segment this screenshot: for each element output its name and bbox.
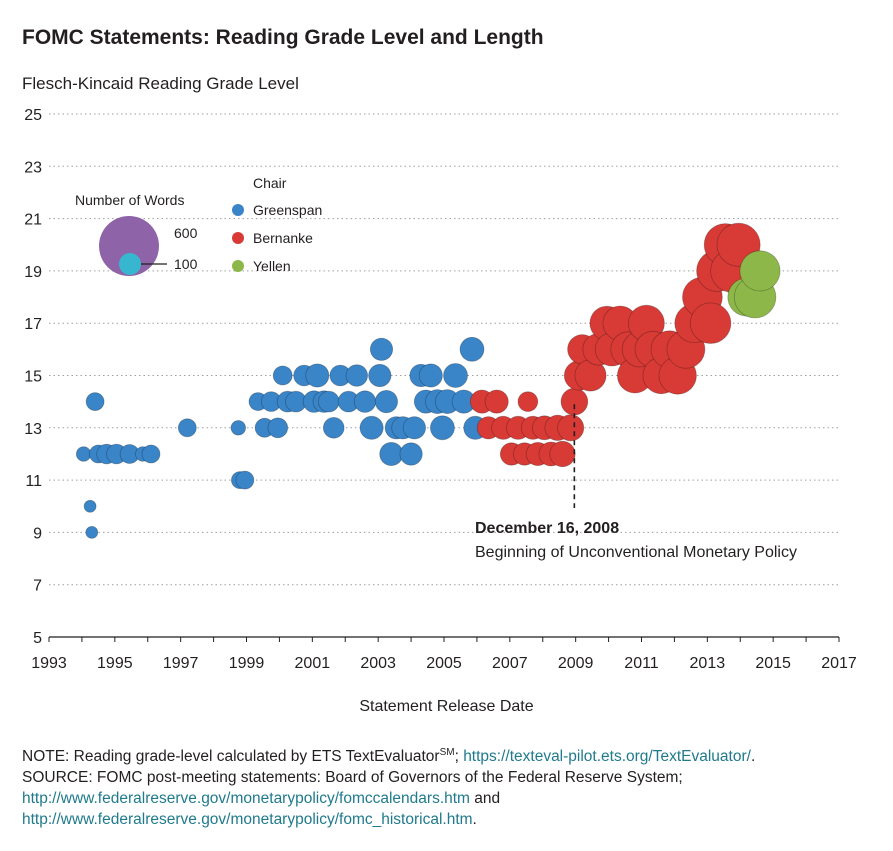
bubble-greenspan — [75, 446, 92, 462]
size-legend-small-bubble — [119, 253, 141, 275]
bubble-greenspan — [429, 415, 455, 441]
size-legend-large-bubble — [99, 216, 159, 276]
x-tick-label: 2017 — [821, 655, 857, 672]
bubbles — [75, 222, 781, 539]
bubble-greenspan — [368, 363, 392, 388]
color-legend-label: Yellen — [253, 258, 291, 274]
source-link-line-2: http://www.federalreserve.gov/monetarypo… — [22, 809, 755, 830]
color-legend-marker — [232, 260, 244, 272]
bubble-bernanke — [557, 414, 585, 442]
bubble-bernanke — [560, 387, 589, 416]
bubble-greenspan — [272, 365, 293, 386]
y-tick-label: 25 — [24, 107, 42, 124]
x-tick-label: 2015 — [755, 655, 791, 672]
x-tick-label: 1997 — [163, 655, 199, 672]
bubble-bernanke — [549, 440, 576, 468]
x-axis-label: Statement Release Date — [359, 698, 534, 715]
bubble-greenspan — [345, 364, 369, 387]
x-tick-label: 2001 — [295, 655, 331, 672]
bubble-greenspan — [230, 420, 247, 436]
note-text: NOTE: Reading grade-level calculated by … — [22, 748, 440, 766]
y-tick-label: 21 — [24, 212, 42, 229]
bubble-greenspan — [322, 416, 345, 439]
y-tick-label: 17 — [24, 316, 42, 333]
color-legend-label: Greenspan — [253, 202, 322, 218]
bubble-greenspan — [353, 390, 377, 413]
axes: 25 23 21 19 17 15 13 11 9 7 5 1993 1995 1997 1999 2001 2… — [24, 107, 857, 672]
annotation-text: Beginning of Unconventional Monetary Pol… — [475, 544, 797, 561]
annotation-date: December 16, 2008 — [475, 520, 619, 537]
note-sup: SM — [439, 747, 455, 758]
chart-title: FOMC Statements: Reading Grade Level and… — [22, 26, 544, 49]
y-tick-label: 23 — [24, 159, 42, 176]
x-tick-label: 2003 — [360, 655, 396, 672]
note-line: NOTE: Reading grade-level calculated by … — [22, 742, 755, 767]
size-legend-large-label: 600 — [174, 225, 198, 241]
source-end: . — [472, 811, 477, 829]
color-legend-marker — [232, 232, 244, 244]
bubble-bernanke — [484, 389, 509, 414]
fomc-historical-link[interactable]: http://www.federalreserve.gov/monetarypo… — [22, 811, 473, 829]
bubble-greenspan — [305, 363, 330, 388]
bubble-greenspan — [85, 392, 105, 412]
bubble-bernanke — [689, 302, 732, 344]
x-tick-label: 2011 — [624, 655, 659, 672]
source-link-line-1: http://www.federalreserve.gov/monetarypo… — [22, 788, 755, 809]
y-tick-label: 11 — [25, 473, 42, 490]
y-axis-label: Flesch-Kincaid Reading Grade Level — [22, 74, 299, 93]
y-tick-label: 9 — [33, 525, 42, 542]
bubble-greenspan — [418, 363, 443, 388]
x-tick-label: 2013 — [690, 655, 726, 672]
color-legend-title: Chair — [253, 175, 287, 191]
bubble-greenspan — [379, 441, 404, 466]
source-and: and — [469, 790, 501, 808]
size-legend-small-label: 100 — [174, 256, 198, 272]
x-tick-label: 2007 — [492, 655, 528, 672]
y-tick-label: 7 — [33, 578, 42, 595]
bubble-bernanke — [517, 391, 539, 412]
x-tick-label: 1995 — [97, 655, 133, 672]
bubble-greenspan — [399, 442, 423, 466]
annotation: December 16, 2008 Beginning of Unconventi… — [475, 404, 797, 561]
y-tick-label: 13 — [24, 421, 42, 438]
size-legend-title: Number of Words — [75, 192, 184, 208]
bubble-greenspan — [235, 470, 255, 490]
source-line: SOURCE: FOMC post-meeting statements: Bo… — [22, 769, 683, 787]
bubble-greenspan — [443, 363, 468, 388]
bubble-greenspan — [459, 336, 485, 362]
bubble-greenspan — [141, 444, 161, 464]
bubble-greenspan — [317, 390, 340, 413]
bubble-yellen — [739, 250, 781, 292]
y-tick-label: 5 — [33, 630, 42, 647]
color-legend-label: Bernanke — [253, 230, 313, 246]
note-separator: ; — [454, 748, 464, 766]
bubble-greenspan — [374, 389, 398, 414]
gridlines — [49, 113, 839, 586]
bubble-greenspan — [267, 417, 289, 439]
y-tick-label: 15 — [24, 369, 42, 386]
x-tick-label: 2009 — [558, 655, 594, 672]
fomccalendars-link[interactable]: http://www.federalreserve.gov/monetarypo… — [22, 790, 470, 808]
color-legend-marker — [232, 204, 244, 216]
bubble-greenspan — [85, 526, 99, 539]
bubble-chart: 25 23 21 19 17 15 13 11 9 7 5 1993 1995 1997 1999 2001 2… — [24, 107, 857, 672]
bubble-greenspan — [177, 418, 197, 438]
bubble-greenspan — [359, 415, 384, 440]
bubble-greenspan — [369, 337, 394, 361]
note-end: . — [750, 748, 756, 766]
legend: Number of Words 600 100 Chair Greenspan Berna… — [75, 175, 322, 276]
texteval-link[interactable]: https://texteval-pilot.ets.org/TextEvalu… — [463, 748, 751, 766]
bubble-greenspan — [402, 416, 426, 440]
notes: NOTE: Reading grade-level calculated by … — [22, 742, 755, 830]
x-tick-label: 1993 — [31, 655, 67, 672]
bubble-greenspan — [83, 499, 97, 513]
x-tick-label: 2005 — [426, 655, 462, 672]
y-tick-label: 19 — [24, 264, 42, 281]
x-tick-label: 1999 — [229, 655, 265, 672]
